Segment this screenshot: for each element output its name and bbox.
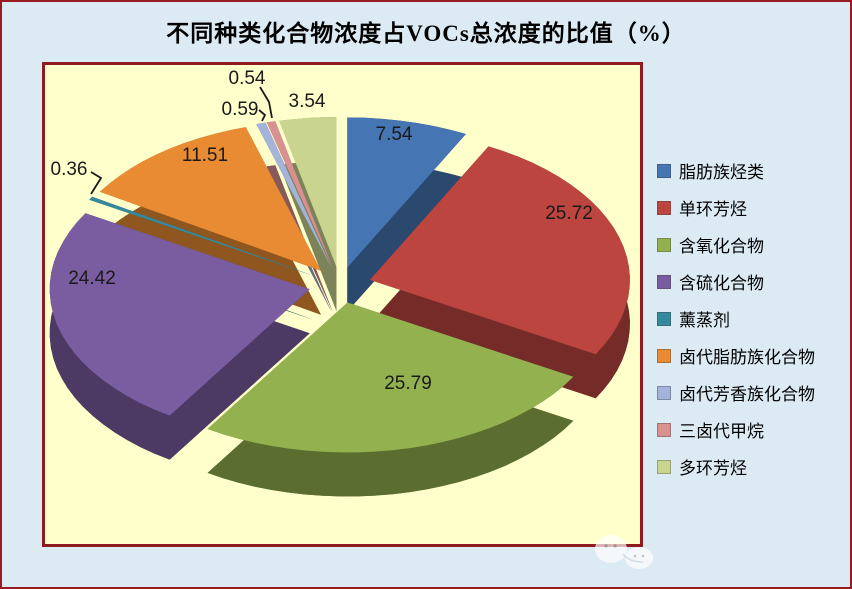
data-label-trihalomethane: 0.54 xyxy=(228,68,266,89)
legend-swatch-icon xyxy=(657,237,671,252)
legend-swatch-icon xyxy=(657,311,671,326)
legend-label: 薰蒸剂 xyxy=(679,311,730,330)
chart-title: 不同种类化合物浓度占VOCs总浓度的比值（%） xyxy=(166,21,686,46)
data-label-fumigant: 0.36 xyxy=(50,159,88,180)
legend-item-aliphatic: 脂肪族烃类 xyxy=(657,152,815,189)
data-label-halo-aromatic: 0.59 xyxy=(221,99,259,120)
legend-label: 含硫化合物 xyxy=(679,274,764,293)
legend-item-halo-aliphatic: 卤代脂肪族化合物 xyxy=(657,337,815,374)
legend-swatch-icon xyxy=(657,200,671,215)
data-label-monoaromatic: 25.72 xyxy=(545,203,593,224)
legend-item-fumigant: 薰蒸剂 xyxy=(657,300,815,337)
legend-label: 含氧化合物 xyxy=(679,237,764,256)
data-label-aliphatic: 7.54 xyxy=(375,124,413,145)
legend-label: 卤代脂肪族化合物 xyxy=(679,348,815,367)
data-label-polyaromatic: 3.54 xyxy=(288,91,326,112)
legend-swatch-icon xyxy=(657,385,671,400)
legend-item-halo-aromatic: 卤代芳香族化合物 xyxy=(657,374,815,411)
legend-label: 单环芳烃 xyxy=(679,200,747,219)
legend-item-oxygenated: 含氧化合物 xyxy=(657,226,815,263)
pie-slice-8 xyxy=(279,117,337,312)
legend-swatch-icon xyxy=(657,348,671,363)
label-leader-line xyxy=(90,171,103,195)
data-label-halo-aliphatic: 11.51 xyxy=(181,145,229,166)
legend-label: 三卤代甲烷 xyxy=(679,422,764,441)
legend-item-polyaromatic: 多环芳烃 xyxy=(657,448,815,485)
label-leader-line xyxy=(259,86,273,119)
watermark-sheep-icon xyxy=(587,532,677,585)
data-label-oxygenated: 25.79 xyxy=(384,373,432,394)
legend-label: 卤代芳香族化合物 xyxy=(679,385,815,404)
legend-swatch-icon xyxy=(657,274,671,289)
legend-item-trihalomethane: 三卤代甲烷 xyxy=(657,411,815,448)
legend-swatch-icon xyxy=(657,422,671,437)
data-label-sulfur: 24.42 xyxy=(68,268,116,289)
legend-swatch-icon xyxy=(657,163,671,178)
legend-label: 脂肪族烃类 xyxy=(679,163,764,182)
pie-slice-3 xyxy=(49,213,310,460)
legend-item-monoaromatic: 单环芳烃 xyxy=(657,189,815,226)
legend-swatch-icon xyxy=(657,459,671,474)
legend-label: 多环芳烃 xyxy=(679,459,747,478)
pie-slice-2 xyxy=(207,302,574,497)
legend: 脂肪族烃类 单环芳烃 含氧化合物 含硫化合物 薰蒸剂 卤代脂肪族化合物 卤代芳香… xyxy=(657,152,815,485)
label-leader-line xyxy=(258,109,267,122)
legend-item-sulfur: 含硫化合物 xyxy=(657,263,815,300)
